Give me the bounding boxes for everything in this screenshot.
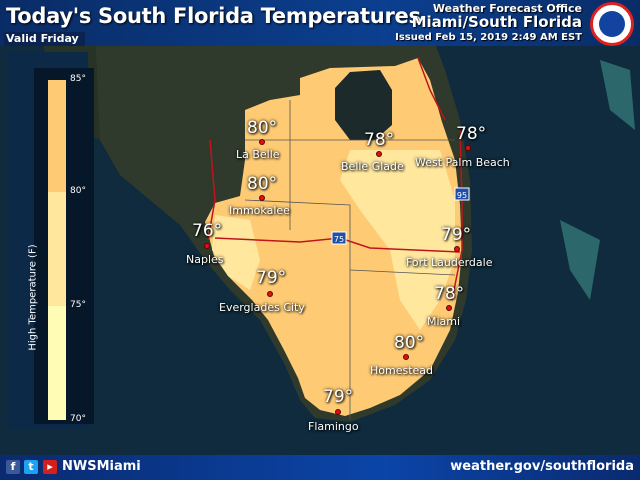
city-name: Immokalee	[229, 204, 290, 217]
valid-day: Valid Friday	[4, 32, 85, 46]
twitter-icon[interactable]: t	[24, 460, 38, 474]
bahamas	[560, 60, 635, 300]
svg-text:95: 95	[457, 191, 467, 200]
i75-shield: 75	[331, 231, 347, 245]
city-temp: 79°	[256, 268, 287, 288]
legend-tick: 80°	[70, 186, 86, 196]
city-name: West Palm Beach	[415, 156, 510, 169]
youtube-icon[interactable]: ▸	[43, 460, 57, 474]
city-name: Miami	[427, 315, 461, 328]
legend-title: High Temperature (F)	[27, 244, 39, 351]
header-bar: Today's South Florida Temperatures Valid…	[0, 0, 640, 46]
legend-bin-80-85	[48, 80, 66, 192]
city-name: Flamingo	[308, 420, 359, 433]
svg-text:75: 75	[334, 235, 344, 244]
lake-okeechobee	[335, 70, 392, 140]
city-temp: 78°	[456, 124, 487, 144]
city-marker	[403, 354, 409, 360]
city-marker	[446, 305, 452, 311]
legend-bin-70-75	[48, 306, 66, 420]
legend-tick: 75°	[70, 300, 86, 310]
city-marker	[259, 139, 265, 145]
website-link[interactable]: weather.gov/southflorida	[450, 459, 634, 474]
city-temp: 76°	[192, 221, 223, 241]
i95-shield: 95	[454, 187, 470, 201]
legend-bar	[48, 80, 66, 420]
city-marker	[267, 291, 273, 297]
city-marker	[335, 409, 341, 415]
city-name: Homestead	[370, 364, 434, 377]
city-temp: 78°	[364, 130, 395, 150]
office-label: Weather Forecast Office	[432, 2, 582, 15]
city-marker	[454, 246, 460, 252]
city-name: Everglades City	[219, 301, 305, 314]
city-name: La Belle	[236, 148, 280, 161]
issued-time: Issued Feb 15, 2019 2:49 AM EST	[395, 32, 582, 43]
county-lines	[244, 100, 456, 420]
city-temp: 80°	[247, 174, 278, 194]
legend-bin-75-80	[48, 192, 66, 306]
cooler-zone	[212, 150, 455, 330]
city-temp: 78°	[434, 284, 465, 304]
nws-logo	[590, 2, 634, 46]
city-temp: 79°	[323, 387, 354, 407]
legend: High Temperature (F) 85° 80° 75° 70°	[8, 52, 94, 430]
city-name: Fort Lauderdale	[406, 256, 493, 269]
facebook-icon[interactable]: f	[6, 460, 20, 474]
footer-bar: f t ▸ NWSMiami weather.gov/southflorida	[0, 455, 640, 480]
office-name: Miami/South Florida	[411, 13, 582, 31]
social-handle: NWSMiami	[62, 459, 141, 474]
city-name: Naples	[186, 253, 224, 266]
page-title: Today's South Florida Temperatures	[6, 4, 421, 28]
city-marker	[204, 243, 210, 249]
city-temp: 79°	[441, 225, 472, 245]
city-temp: 80°	[247, 118, 278, 138]
legend-tick: 85°	[70, 74, 86, 84]
legend-tick: 70°	[70, 414, 86, 424]
city-marker	[259, 195, 265, 201]
city-name: Belle Glade	[341, 160, 404, 173]
city-temp: 80°	[394, 333, 425, 353]
city-marker	[465, 145, 471, 151]
city-marker	[376, 151, 382, 157]
